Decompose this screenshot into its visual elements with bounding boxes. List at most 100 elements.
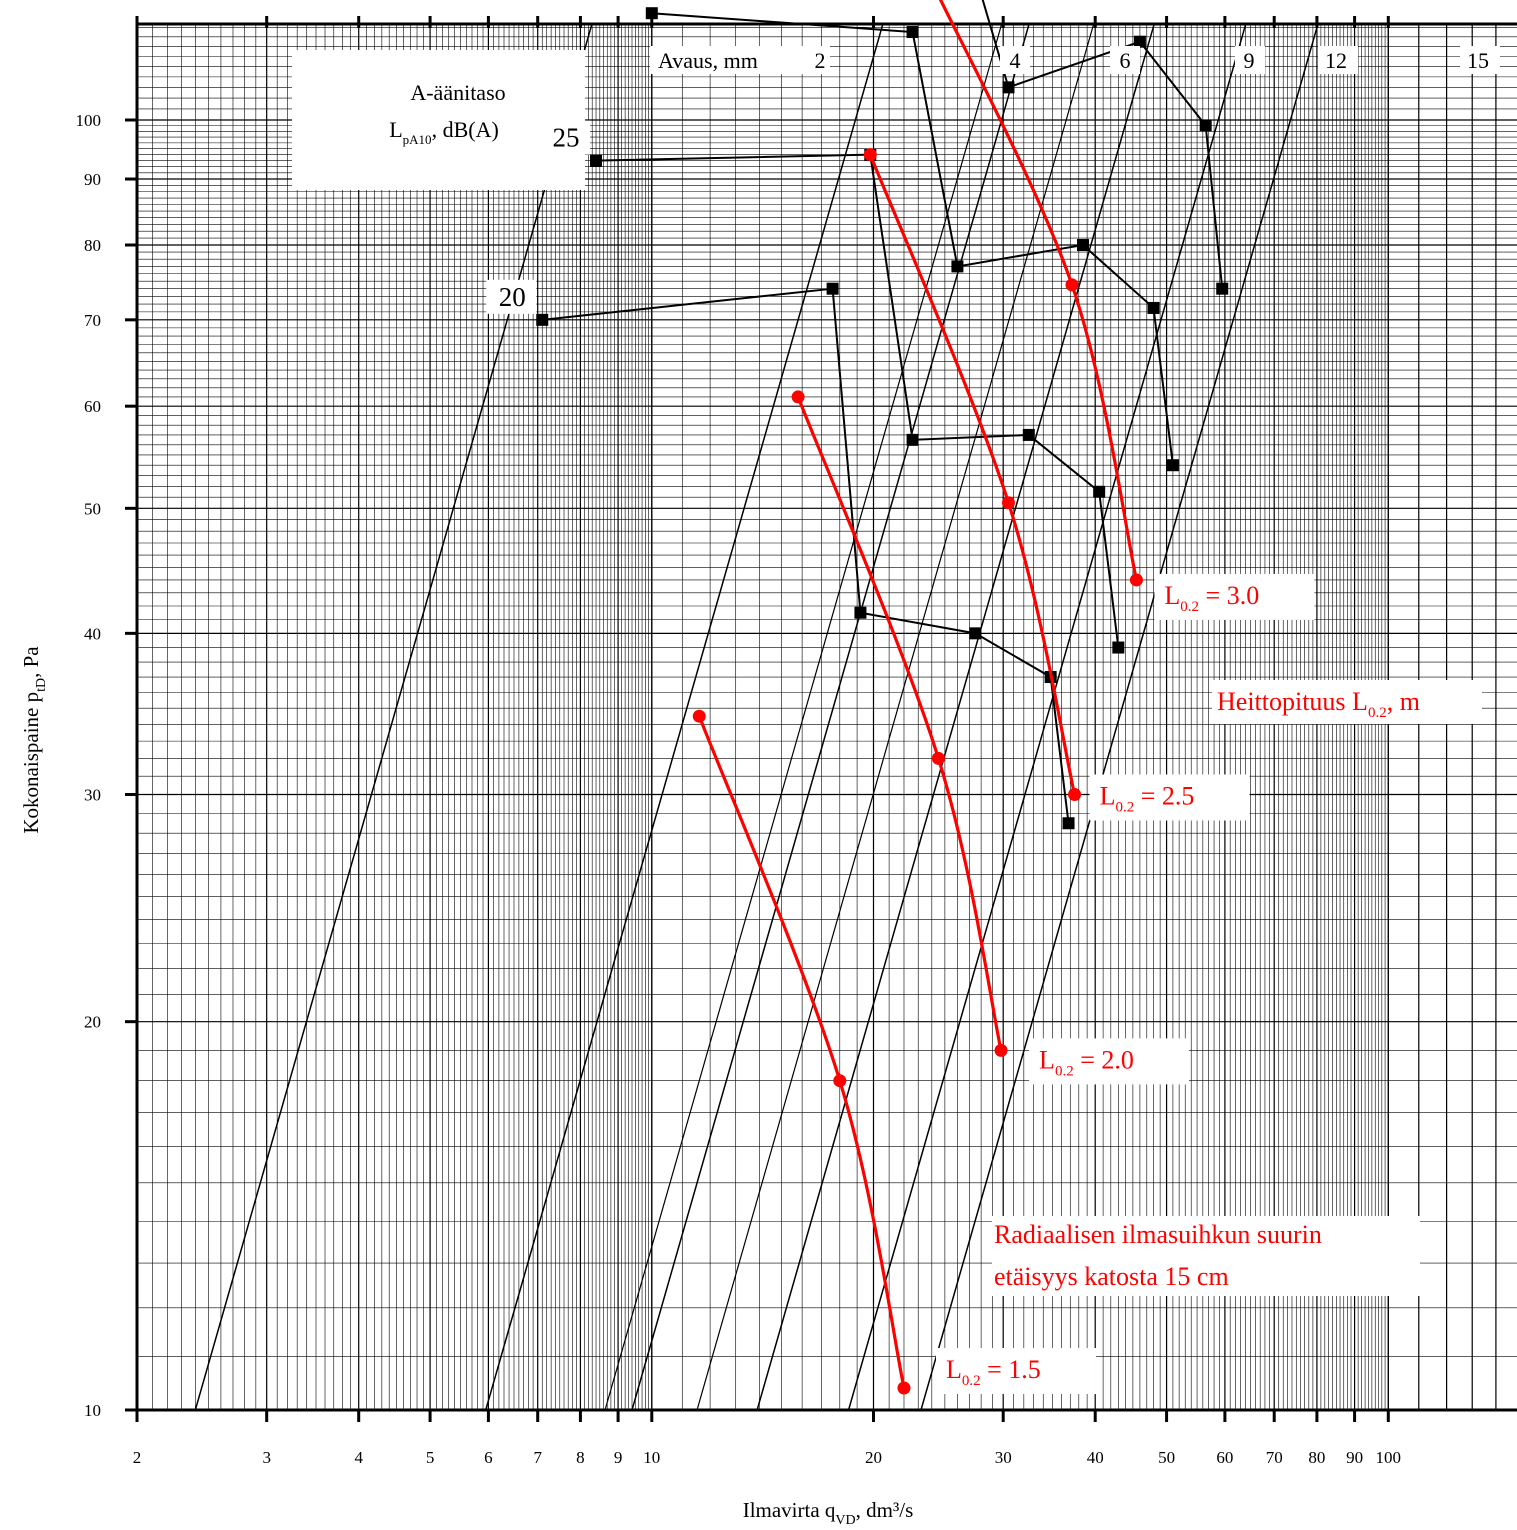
opening-lines	[194, 24, 1319, 1410]
sound-level-lines	[536, 0, 1229, 830]
legend-box-line1: A-äänitaso	[410, 80, 505, 105]
sound-level-point	[1093, 485, 1106, 498]
opening-label-box	[1000, 46, 1030, 74]
y-tick-label: 60	[84, 397, 101, 416]
throw-curve-point	[863, 148, 877, 162]
y-tick-label: 10	[84, 1401, 101, 1420]
opening-line-9	[756, 24, 1155, 1410]
opening-line-15	[920, 24, 1319, 1410]
y-tick-label: 90	[84, 170, 101, 189]
x-tick-label: 40	[1087, 1448, 1104, 1467]
opening-label-15: 15	[1467, 48, 1489, 73]
opening-title: Avaus, mm	[658, 48, 758, 73]
sound-level-point	[906, 26, 919, 39]
sound-level-label-box	[595, 0, 646, 8]
opening-label-9: 9	[1244, 48, 1255, 73]
sound-level-label-box	[540, 120, 591, 155]
sound-level-point	[536, 313, 549, 326]
opening-label-box	[1110, 46, 1140, 74]
y-tick-label: 50	[84, 499, 101, 518]
sound-level-point	[590, 154, 603, 167]
sound-level-point	[1062, 817, 1075, 830]
throw-curve-point	[692, 709, 706, 723]
sound-level-point	[645, 7, 658, 20]
x-tick-label: 30	[995, 1448, 1012, 1467]
y-axis-title: Kokonaispaine ptD, Pa	[19, 646, 49, 834]
y-tick-label: 30	[84, 786, 101, 805]
throw-curve-3	[938, 0, 1138, 581]
x-tick-label: 70	[1266, 1448, 1283, 1467]
sound-level-label-box	[486, 279, 537, 314]
y-tick-label: 70	[84, 311, 101, 330]
throw-curve-label-box	[1029, 1038, 1190, 1085]
opening-line-minor	[696, 24, 1095, 1410]
throw-curve-label-0: L0.2 = 1.5	[946, 1355, 1041, 1389]
x-tick-label: 6	[484, 1448, 493, 1467]
sound-level-label-20: 20	[499, 282, 526, 312]
throw-curve-point	[931, 751, 945, 765]
legend-box	[292, 50, 585, 190]
sound-level-point	[1076, 239, 1089, 252]
opening-line-4	[485, 24, 884, 1410]
y-tick-label: 100	[76, 111, 102, 130]
throw-curve-point	[1129, 573, 1143, 587]
x-tick-label: 100	[1376, 1448, 1402, 1467]
sound-level-point	[906, 433, 919, 446]
x-tick-label: 9	[614, 1448, 623, 1467]
x-tick-label: 90	[1346, 1448, 1363, 1467]
throw-curve-label-1: L0.2 = 2.0	[1039, 1045, 1134, 1079]
opening-label-box	[1235, 46, 1265, 74]
throw-curve-point	[1068, 788, 1082, 802]
throw-annotation-box	[1212, 680, 1482, 724]
x-tick-label: 50	[1158, 1448, 1175, 1467]
opening-label-2: 2	[815, 48, 826, 73]
opening-line-2	[194, 24, 593, 1410]
x-tick-label: 20	[865, 1448, 882, 1467]
throw-curve-point	[994, 1043, 1008, 1057]
sound-level-point	[1199, 119, 1212, 132]
x-axis-title: Ilmavirta qVD, dm³/s	[743, 1498, 914, 1528]
opening-label-box	[1460, 46, 1500, 74]
radial-annotation-line1: Radiaalisen ilmasuihkun suurin	[994, 1220, 1322, 1249]
opening-title-box	[650, 46, 830, 74]
x-tick-label: 7	[533, 1448, 542, 1467]
throw-curve-label-box	[1154, 573, 1315, 620]
x-tick-label: 80	[1308, 1448, 1325, 1467]
radial-annotation-line2: etäisyys katosta 15 cm	[994, 1262, 1229, 1291]
sound-level-point	[1133, 35, 1146, 48]
x-tick-label: 10	[643, 1448, 660, 1467]
throw-curve-point	[1065, 278, 1079, 292]
opening-label-12: 12	[1325, 48, 1347, 73]
x-tick-label: 3	[262, 1448, 271, 1467]
opening-line-6	[631, 24, 1030, 1410]
sound-level-label-30: 30	[608, 0, 635, 5]
radial-annotation-box	[992, 1216, 1420, 1296]
sound-level-point	[969, 627, 982, 640]
sound-level-point	[1112, 641, 1125, 654]
throw-curve-label-box	[1089, 774, 1250, 821]
throw-length-curves	[692, 0, 1143, 1395]
throw-curve-point	[833, 1074, 847, 1088]
sound-level-line-20	[542, 287, 1070, 824]
legend-box-line2: LpA10, dB(A)	[389, 117, 499, 147]
throw-curve-label-2: L0.2 = 2.5	[1100, 782, 1195, 816]
labels: A-äänitaso LpA10, dB(A) Avaus, mm 2 4 6 9 12 15 2…	[292, 0, 1500, 1395]
x-tick-label: 8	[576, 1448, 585, 1467]
sound-level-line-30	[651, 12, 1174, 466]
sound-level-point	[951, 260, 964, 273]
sound-level-point	[1022, 428, 1035, 441]
sound-level-label-25: 25	[553, 123, 580, 153]
throw-curve-label-3: L0.2 = 3.0	[1164, 581, 1259, 615]
sound-level-point	[1147, 301, 1160, 314]
opening-label-4: 4	[1010, 48, 1021, 73]
opening-label-box	[1318, 46, 1358, 74]
throw-curve-point	[897, 1381, 911, 1395]
throw-curve-point	[791, 390, 805, 404]
sound-level-point	[1002, 81, 1015, 94]
sound-level-point	[854, 606, 867, 619]
sound-level-point	[1216, 282, 1229, 295]
opening-label-6: 6	[1120, 48, 1131, 73]
opening-line-minor	[604, 24, 1003, 1410]
opening-line-12	[847, 24, 1247, 1410]
sound-level-line-25	[596, 153, 1120, 648]
